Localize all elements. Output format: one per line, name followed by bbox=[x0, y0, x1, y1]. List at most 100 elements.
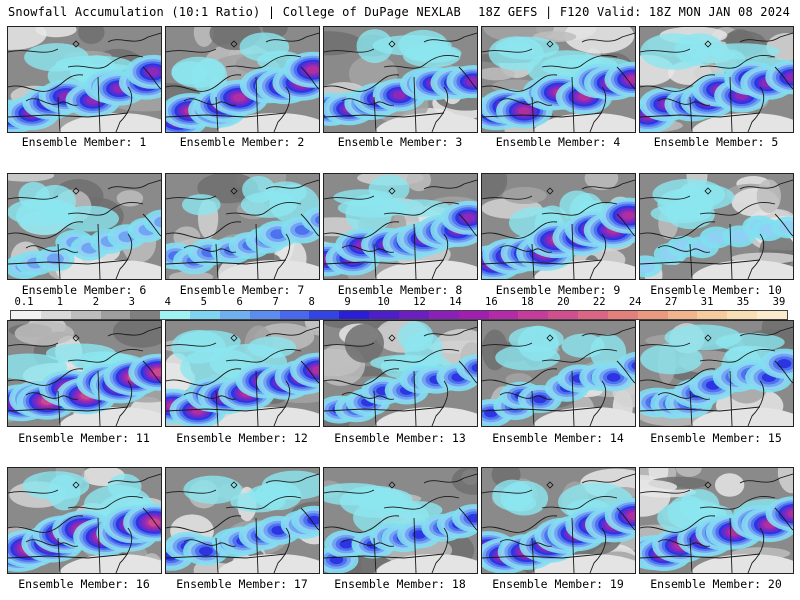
colorbar-tick-label: 27 bbox=[664, 296, 678, 308]
colorbar-swatch bbox=[697, 311, 728, 319]
colorbar-swatch bbox=[488, 311, 519, 319]
colorbar bbox=[10, 310, 788, 320]
ensemble-panel-11 bbox=[7, 320, 162, 427]
colorbar-swatch bbox=[518, 311, 549, 319]
map-title: Snowfall Accumulation (10:1 Ratio) | Col… bbox=[8, 5, 461, 19]
ensemble-caption-2: Ensemble Member: 2 bbox=[179, 135, 305, 149]
ensemble-panel-9 bbox=[481, 173, 636, 280]
snowfall-map bbox=[640, 468, 793, 573]
ensemble-panel-16 bbox=[7, 467, 162, 574]
ensemble-caption-16: Ensemble Member: 16 bbox=[18, 577, 150, 591]
ensemble-caption-5: Ensemble Member: 5 bbox=[653, 135, 779, 149]
ensemble-panel-13 bbox=[323, 320, 478, 427]
colorbar-swatch bbox=[667, 311, 698, 319]
ensemble-panel-14 bbox=[481, 320, 636, 427]
colorbar-swatch bbox=[309, 311, 340, 319]
colorbar-swatch bbox=[219, 311, 250, 319]
ensemble-panel-10 bbox=[639, 173, 794, 280]
snowfall-map bbox=[166, 468, 319, 573]
ensemble-caption-9: Ensemble Member: 9 bbox=[495, 283, 621, 297]
ensemble-panel-5 bbox=[639, 26, 794, 133]
colorbar-tick-label: 1 bbox=[56, 296, 64, 308]
ensemble-caption-8: Ensemble Member: 8 bbox=[337, 283, 463, 297]
snowfall-map bbox=[8, 321, 161, 426]
colorbar-ticks: 0.1 1 2 3 4 5 6 7 8 9 10 12 14 16 18 20 22 24 27 31 35 39 bbox=[10, 296, 786, 310]
colorbar-tick-label: 8 bbox=[308, 296, 315, 308]
ensemble-panel-19 bbox=[481, 467, 636, 574]
colorbar-tick-label: 9 bbox=[344, 296, 351, 308]
ensemble-panel-15 bbox=[639, 320, 794, 427]
colorbar-tick-label: 20 bbox=[556, 296, 570, 308]
colorbar-tick-label: 12 bbox=[413, 296, 426, 308]
snowfall-map bbox=[640, 27, 793, 132]
colorbar-tick-label: 18 bbox=[521, 296, 534, 308]
colorbar-swatch bbox=[160, 311, 191, 319]
ensemble-panel-20 bbox=[639, 467, 794, 574]
colorbar-swatch bbox=[100, 311, 131, 319]
snowfall-map bbox=[8, 27, 161, 132]
ensemble-caption-1: Ensemble Member: 1 bbox=[21, 135, 147, 149]
ensemble-panel-4 bbox=[481, 26, 636, 133]
ensemble-panel-18 bbox=[323, 467, 478, 574]
snowfall-map bbox=[482, 321, 635, 426]
snowfall-map bbox=[324, 321, 477, 426]
colorbar-swatch bbox=[11, 311, 41, 319]
ensemble-caption-10: Ensemble Member: 10 bbox=[650, 283, 782, 297]
colorbar-swatch bbox=[637, 311, 668, 319]
colorbar-swatch bbox=[339, 311, 370, 319]
ensemble-caption-11: Ensemble Member: 11 bbox=[18, 431, 150, 445]
colorbar-tick-label: 39 bbox=[772, 296, 786, 308]
colorbar-swatch bbox=[727, 311, 758, 319]
snowfall-map bbox=[166, 321, 319, 426]
colorbar-swatch bbox=[757, 311, 787, 319]
ensemble-caption-17: Ensemble Member: 17 bbox=[176, 577, 308, 591]
colorbar-tick-label: 31 bbox=[700, 296, 714, 308]
colorbar-tick-label: 7 bbox=[272, 296, 279, 308]
ensemble-panel-17 bbox=[165, 467, 320, 574]
ensemble-caption-14: Ensemble Member: 14 bbox=[492, 431, 624, 445]
ensemble-panel-7 bbox=[165, 173, 320, 280]
colorbar-tick-label: 16 bbox=[485, 296, 498, 308]
colorbar-tick-label: 35 bbox=[736, 296, 750, 308]
colorbar-swatch bbox=[249, 311, 280, 319]
colorbar-swatch bbox=[398, 311, 429, 319]
colorbar-swatch bbox=[548, 311, 579, 319]
ensemble-caption-20: Ensemble Member: 20 bbox=[650, 577, 782, 591]
colorbar-swatch bbox=[190, 311, 220, 319]
ensemble-caption-12: Ensemble Member: 12 bbox=[176, 431, 308, 445]
ensemble-caption-6: Ensemble Member: 6 bbox=[21, 283, 147, 297]
snowfall-map bbox=[324, 174, 477, 279]
ensemble-panel-8 bbox=[323, 173, 478, 280]
ensemble-caption-7: Ensemble Member: 7 bbox=[179, 283, 305, 297]
colorbar-tick-label: 4 bbox=[164, 296, 171, 308]
ensemble-panel-6 bbox=[7, 173, 162, 280]
snowfall-map bbox=[324, 27, 477, 132]
colorbar-tick-label: 2 bbox=[92, 296, 100, 308]
colorbar-tick-label: 14 bbox=[449, 296, 462, 308]
colorbar-swatch bbox=[607, 311, 638, 319]
colorbar-tick-label: 5 bbox=[200, 296, 207, 308]
ensemble-caption-18: Ensemble Member: 18 bbox=[334, 577, 466, 591]
snowfall-map bbox=[482, 174, 635, 279]
snowfall-map bbox=[482, 468, 635, 573]
snowfall-map bbox=[324, 468, 477, 573]
ensemble-panel-12 bbox=[165, 320, 320, 427]
snowfall-map bbox=[640, 174, 793, 279]
colorbar-swatch bbox=[578, 311, 608, 319]
ensemble-caption-3: Ensemble Member: 3 bbox=[337, 135, 463, 149]
colorbar-swatch bbox=[369, 311, 399, 319]
colorbar-tick-label: 0.1 bbox=[14, 296, 34, 308]
colorbar-swatch bbox=[70, 311, 101, 319]
colorbar-swatch bbox=[428, 311, 459, 319]
ensemble-caption-13: Ensemble Member: 13 bbox=[334, 431, 466, 445]
colorbar-tick-label: 10 bbox=[377, 296, 390, 308]
colorbar-tick-label: 6 bbox=[236, 296, 243, 308]
ensemble-caption-4: Ensemble Member: 4 bbox=[495, 135, 621, 149]
snowfall-map bbox=[166, 174, 319, 279]
colorbar-swatch bbox=[40, 311, 71, 319]
ensemble-panel-3 bbox=[323, 26, 478, 133]
ensemble-caption-15: Ensemble Member: 15 bbox=[650, 431, 782, 445]
colorbar-swatch bbox=[130, 311, 161, 319]
colorbar-swatch bbox=[458, 311, 489, 319]
ensemble-panel-2 bbox=[165, 26, 320, 133]
